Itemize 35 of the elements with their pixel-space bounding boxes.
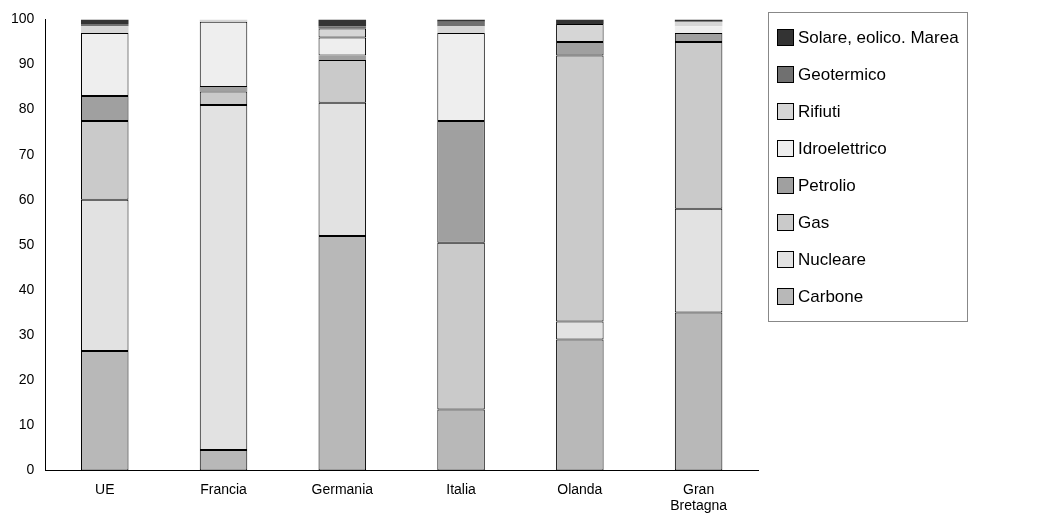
y-tick-label: 20	[18, 371, 35, 388]
y-tick-label: 60	[18, 190, 35, 207]
legend-label: Rifiuti	[798, 101, 841, 122]
legend-label: Gas	[798, 212, 830, 233]
x-tick-label: Francia	[200, 480, 248, 497]
bar	[80, 26, 129, 33]
y-tick-label: 10	[18, 416, 35, 433]
y-tick-label: 30	[18, 325, 35, 342]
x-tick-label: Italia	[446, 480, 477, 497]
bar	[80, 19, 129, 24]
legend-label: Nucleare	[798, 249, 867, 270]
bar	[437, 21, 485, 27]
x-tick-label: UE	[95, 480, 115, 497]
y-tick-label: 70	[18, 145, 35, 162]
bar	[437, 26, 485, 33]
bar	[556, 19, 604, 24]
y-tick-label: 40	[18, 280, 35, 297]
bar	[437, 19, 485, 22]
x-tick-label: Germania	[311, 480, 374, 497]
legend-label: Idroelettrico	[798, 138, 887, 159]
y-tick-label: 0	[26, 461, 35, 478]
legend-label: Solare, eolico. Marea	[798, 27, 959, 48]
bar	[318, 55, 367, 60]
x-tick-label: Gran Bretagna	[670, 480, 728, 514]
y-tick-label: 90	[18, 55, 35, 72]
y-tick-label: 100	[11, 10, 35, 27]
bar	[199, 87, 248, 92]
legend-label: Geotermico	[798, 64, 886, 85]
bar	[674, 26, 723, 33]
y-tick-label: 50	[18, 235, 35, 252]
bar	[80, 23, 129, 27]
y-tick-label: 80	[18, 100, 35, 117]
legend-label: Carbone	[798, 286, 864, 307]
x-tick-label: Olanda	[557, 480, 603, 497]
legend-label: Petrolio	[798, 175, 856, 196]
